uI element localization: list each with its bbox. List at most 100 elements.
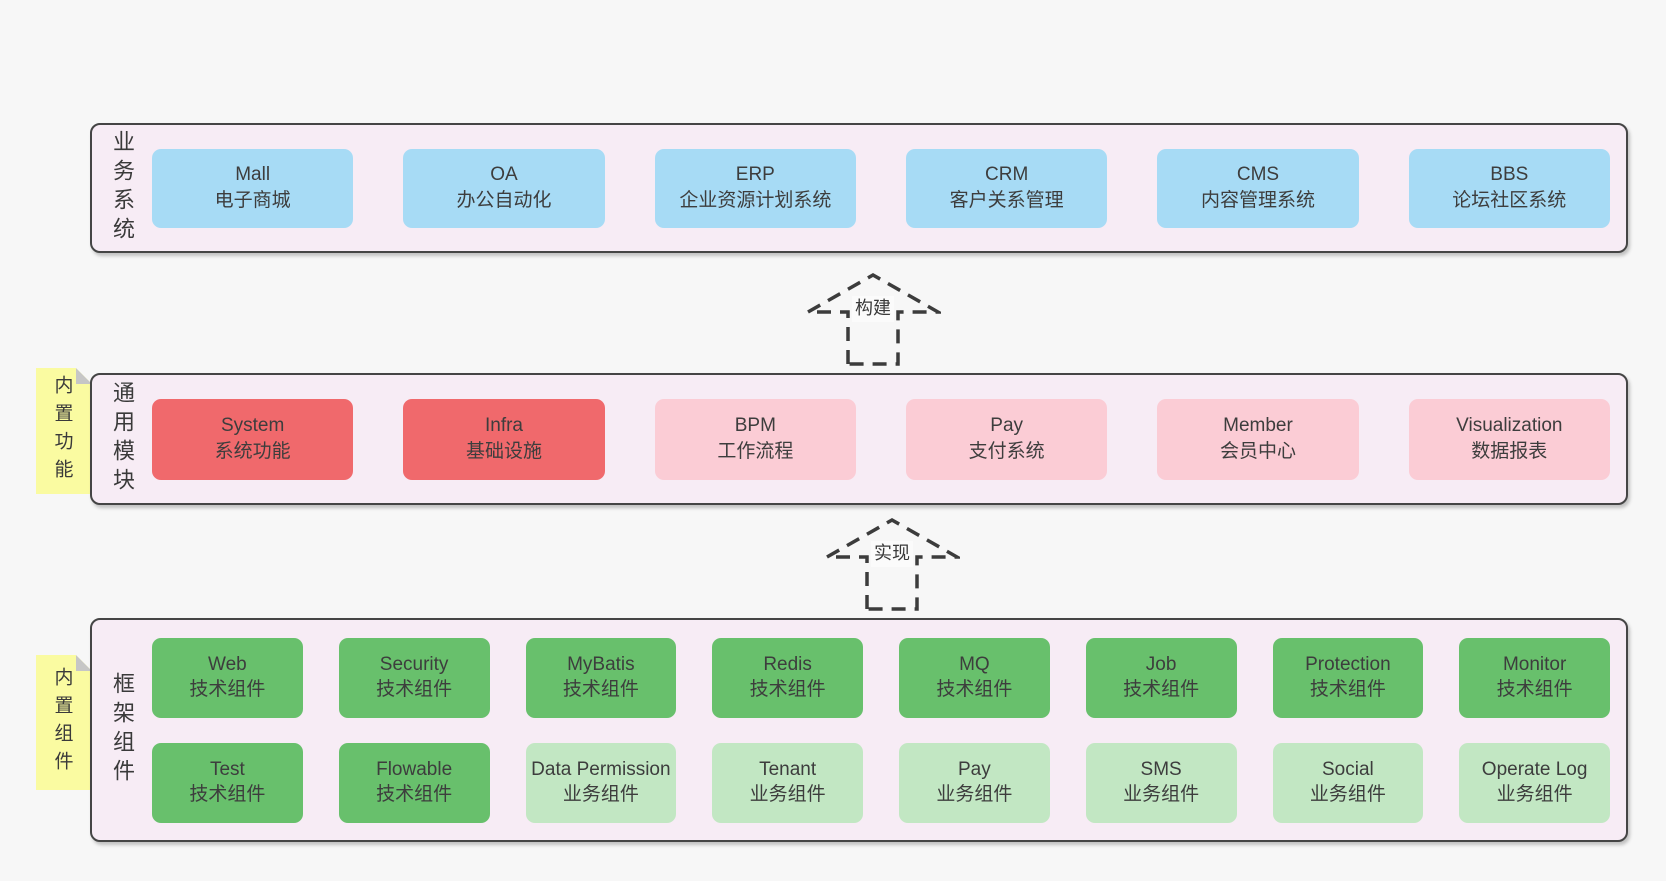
module-box-system: System 系统功能	[152, 398, 354, 480]
box-subtitle: 论坛社区系统	[1452, 190, 1567, 211]
box-title: OA	[490, 163, 518, 185]
module-box-pay: Pay 支付系统	[905, 398, 1108, 480]
box-subtitle: 系统功能	[214, 441, 291, 462]
arrow-implement-label: 实现	[871, 541, 913, 567]
arrow-up-icon	[805, 272, 941, 366]
sticky-tag-text: 内置功能	[51, 375, 73, 487]
framework-row-1: Web 技术组件 Security 技术组件 MyBatis 技术组件 Redi…	[152, 637, 1610, 718]
component-box-mybatis: MyBatis 技术组件	[525, 637, 677, 718]
sticky-tag-text: 内置组件	[51, 666, 73, 779]
component-box-mq: MQ 技术组件	[899, 637, 1050, 718]
box-title: CRM	[985, 163, 1029, 185]
arrow-build: 构建	[805, 272, 941, 366]
module-box-cms: CMS 内容管理系统	[1157, 148, 1359, 228]
sticky-tag-built-in-components: 内置组件	[36, 655, 92, 790]
box-subtitle: 支付系统	[968, 441, 1045, 462]
box-title: MQ	[959, 654, 990, 676]
box-title: BBS	[1490, 163, 1529, 185]
component-box-data-permission: Data Permission 业务组件	[525, 742, 677, 823]
box-title: Redis	[763, 654, 812, 676]
box-title: System	[220, 414, 285, 436]
box-subtitle: 技术组件	[189, 783, 266, 805]
box-title: Protection	[1305, 654, 1391, 676]
framework-row-2: Test 技术组件 Flowable 技术组件 Data Permission …	[152, 742, 1610, 823]
module-box-oa: OA 办公自动化	[403, 148, 605, 228]
box-subtitle: 工作流程	[717, 441, 794, 462]
box-subtitle: 技术组件	[749, 678, 826, 700]
band-common-modules: 通用模块 System 系统功能 Infra 基础设施 BPM 工作流程 Pay…	[90, 373, 1628, 505]
box-title: Social	[1322, 759, 1374, 781]
box-title: Monitor	[1502, 654, 1567, 676]
module-box-erp: ERP 企业资源计划系统	[654, 148, 856, 228]
box-subtitle: 技术组件	[1123, 678, 1200, 700]
box-title: Infra	[484, 414, 523, 436]
box-title: Job	[1145, 654, 1177, 676]
box-subtitle: 业务组件	[936, 783, 1013, 805]
box-subtitle: 技术组件	[1496, 678, 1573, 700]
component-box-redis: Redis 技术组件	[712, 637, 863, 718]
box-subtitle: 技术组件	[189, 678, 266, 700]
box-title: SMS	[1140, 759, 1182, 781]
box-title: Visualization	[1456, 414, 1563, 436]
module-box-mall: Mall 电子商城	[152, 148, 354, 228]
box-title: Member	[1223, 414, 1293, 436]
component-box-sms: SMS 业务组件	[1085, 742, 1237, 823]
box-title: Flowable	[376, 759, 453, 781]
module-box-bbs: BBS 论坛社区系统	[1408, 148, 1610, 228]
component-box-test: Test 技术组件	[152, 742, 303, 823]
box-subtitle: 业务组件	[562, 783, 639, 805]
box-title: ERP	[735, 163, 775, 185]
arrow-build-label: 构建	[852, 296, 894, 322]
band-framework-components: 框架组件 Web 技术组件 Security 技术组件 MyBatis 技术组件…	[90, 618, 1628, 842]
band-label-text: 框架组件	[110, 672, 135, 788]
component-box-social: Social 业务组件	[1272, 742, 1424, 823]
box-title: Pay	[958, 759, 991, 781]
box-title: CMS	[1236, 163, 1280, 185]
framework-components-rows: Web 技术组件 Security 技术组件 MyBatis 技术组件 Redi…	[152, 637, 1626, 823]
box-subtitle: 客户关系管理	[949, 190, 1064, 211]
box-subtitle: 技术组件	[1309, 678, 1386, 700]
arrow-implement: 实现	[824, 517, 960, 611]
arrow-up-icon	[824, 517, 960, 611]
business-systems-row: Mall 电子商城 OA 办公自动化 ERP 企业资源计划系统 CRM 客户关系…	[152, 148, 1626, 228]
box-subtitle: 业务组件	[749, 783, 826, 805]
box-title: Pay	[990, 414, 1024, 436]
component-box-operate-log: Operate Log 业务组件	[1459, 742, 1610, 823]
box-subtitle: 办公自动化	[456, 190, 552, 211]
band-label-business-systems: 业务系统	[92, 130, 152, 246]
component-box-monitor: Monitor 技术组件	[1459, 637, 1610, 718]
band-label-common-modules: 通用模块	[92, 381, 152, 497]
common-modules-row: System 系统功能 Infra 基础设施 BPM 工作流程 Pay 支付系统…	[152, 398, 1626, 480]
box-title: Security	[379, 654, 449, 676]
component-box-tenant: Tenant 业务组件	[712, 742, 863, 823]
module-box-member: Member 会员中心	[1157, 398, 1359, 480]
box-subtitle: 企业资源计划系统	[679, 190, 832, 211]
module-box-bpm: BPM 工作流程	[654, 398, 856, 480]
box-title: Data Permission	[531, 759, 671, 781]
module-box-crm: CRM 客户关系管理	[905, 148, 1108, 228]
box-subtitle: 业务组件	[1496, 783, 1573, 805]
box-subtitle: 技术组件	[936, 678, 1013, 700]
sticky-tag-built-in-features: 内置功能	[36, 368, 92, 494]
component-box-job: Job 技术组件	[1085, 637, 1237, 718]
component-box-security: Security 技术组件	[338, 637, 490, 718]
box-subtitle: 技术组件	[562, 678, 639, 700]
component-box-flowable: Flowable 技术组件	[338, 742, 490, 823]
box-subtitle: 技术组件	[376, 783, 453, 805]
box-title: Test	[209, 759, 245, 781]
band-business-systems: 业务系统 Mall 电子商城 OA 办公自动化 ERP 企业资源计划系统 CRM…	[90, 123, 1628, 253]
box-subtitle: 内容管理系统	[1200, 190, 1315, 211]
box-subtitle: 数据报表	[1471, 441, 1548, 462]
box-title: Tenant	[759, 759, 817, 781]
box-title: Web	[208, 654, 247, 676]
box-subtitle: 基础设施	[465, 441, 542, 462]
band-label-text: 通用模块	[110, 381, 135, 497]
band-label-text: 业务系统	[110, 130, 135, 246]
box-subtitle: 会员中心	[1219, 441, 1296, 462]
box-title: BPM	[734, 414, 776, 436]
box-subtitle: 业务组件	[1123, 783, 1200, 805]
box-title: MyBatis	[567, 654, 635, 676]
component-box-pay: Pay 业务组件	[899, 742, 1050, 823]
module-box-visualization: Visualization 数据报表	[1408, 398, 1610, 480]
box-title: Operate Log	[1481, 759, 1588, 781]
